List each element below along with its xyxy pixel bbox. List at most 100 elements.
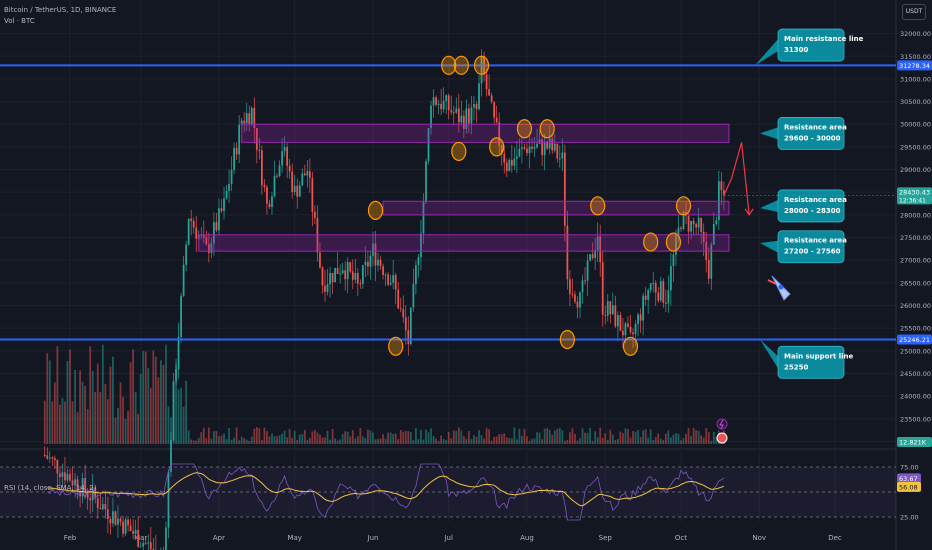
volume-bar: [493, 436, 496, 444]
volume-bar: [677, 433, 680, 444]
touch-marker[interactable]: [453, 55, 469, 75]
callout-box[interactable]: [777, 189, 845, 223]
candle: [230, 170, 233, 184]
volume-bar: [490, 440, 493, 444]
y-tick-label: 30000.00: [900, 121, 931, 129]
callout-box[interactable]: [777, 28, 845, 62]
touch-marker[interactable]: [367, 200, 384, 220]
resistance-zone[interactable]: [382, 200, 730, 216]
volume-bar: [710, 440, 713, 444]
volume-bar: [599, 427, 602, 444]
volume-bar: [137, 413, 140, 444]
volume-bar: [263, 427, 266, 444]
candle: [586, 260, 589, 281]
y-tick-label: 32000.00: [900, 30, 931, 38]
volume-bar: [591, 440, 594, 444]
touch-marker[interactable]: [622, 336, 639, 356]
volume-bar: [442, 438, 445, 444]
volume-bar: [114, 417, 117, 444]
forecast-path[interactable]: [723, 142, 750, 215]
volume-bar: [127, 410, 129, 444]
touch-marker[interactable]: [539, 119, 555, 139]
candle: [604, 314, 607, 316]
volume-bar: [255, 427, 258, 444]
candle: [518, 148, 521, 157]
callout-box[interactable]: [777, 230, 845, 264]
volume-bar: [187, 430, 190, 444]
candle: [399, 308, 402, 310]
touch-marker[interactable]: [441, 55, 457, 75]
candle: [99, 508, 102, 510]
rsi-tick-label: 25.00: [900, 514, 919, 522]
touch-marker[interactable]: [473, 55, 490, 75]
volume-bar: [314, 429, 316, 444]
touch-marker[interactable]: [489, 137, 505, 157]
candle: [89, 498, 92, 501]
volume-bar: [629, 437, 632, 444]
candle: [712, 224, 715, 245]
volume-bar: [616, 438, 619, 444]
volume-tag: [897, 437, 932, 447]
volume-bar: [586, 432, 589, 444]
candle: [293, 185, 296, 193]
candle: [422, 201, 425, 234]
resistance-zone[interactable]: [198, 234, 730, 252]
forecast-arrowhead: [744, 208, 754, 216]
candle: [137, 529, 140, 547]
volume-bar: [430, 428, 432, 444]
touch-marker[interactable]: [451, 141, 467, 162]
resistance-zone[interactable]: [241, 123, 730, 143]
volume-bar: [260, 440, 263, 444]
volume-bar: [533, 438, 536, 444]
volume-bar: [223, 433, 225, 444]
rsi-ma-line: [47, 472, 725, 507]
candle: [546, 141, 549, 149]
candle: [374, 243, 377, 266]
touch-marker[interactable]: [559, 329, 575, 350]
touch-marker[interactable]: [388, 336, 404, 356]
touch-marker[interactable]: [665, 232, 682, 252]
candle: [361, 265, 364, 284]
volume-bar: [609, 429, 612, 444]
candle: [490, 95, 493, 102]
volume-bar: [584, 432, 586, 444]
currency-button[interactable]: USDT: [902, 4, 926, 20]
candle: [64, 472, 66, 481]
callout-box[interactable]: [777, 117, 845, 150]
touch-marker[interactable]: [590, 196, 606, 216]
volume-bar: [69, 349, 71, 444]
volume-bar: [548, 429, 551, 444]
volume-bar: [311, 431, 314, 444]
callout-box[interactable]: [777, 345, 845, 379]
candle: [180, 295, 182, 338]
volume-bar: [594, 431, 597, 444]
volume-bar: [606, 439, 609, 444]
candle: [288, 165, 291, 172]
candle: [329, 273, 331, 285]
candle: [134, 529, 137, 534]
touch-marker[interactable]: [643, 232, 659, 252]
earnings-icon[interactable]: [716, 432, 728, 444]
symbol-title[interactable]: Bitcoin / TetherUS, 1D, BINANCE: [4, 6, 117, 14]
touch-marker[interactable]: [675, 196, 692, 216]
volume-bar: [654, 437, 657, 444]
volume-bar: [521, 436, 523, 444]
volume-bar: [367, 429, 369, 444]
volume-bar: [695, 430, 698, 444]
candle: [576, 301, 579, 308]
lightning-icon[interactable]: [716, 418, 728, 430]
candle: [594, 250, 597, 259]
candle: [505, 162, 508, 172]
candle: [96, 498, 99, 509]
candle: [273, 175, 276, 197]
volume-bar: [420, 429, 422, 444]
touch-marker[interactable]: [516, 119, 533, 139]
candle: [306, 171, 309, 176]
volume-bar: [611, 434, 614, 444]
candle: [634, 324, 637, 335]
candle: [407, 330, 410, 345]
volume-bar: [642, 430, 645, 444]
volume-bar: [652, 440, 655, 444]
candle: [445, 95, 448, 102]
